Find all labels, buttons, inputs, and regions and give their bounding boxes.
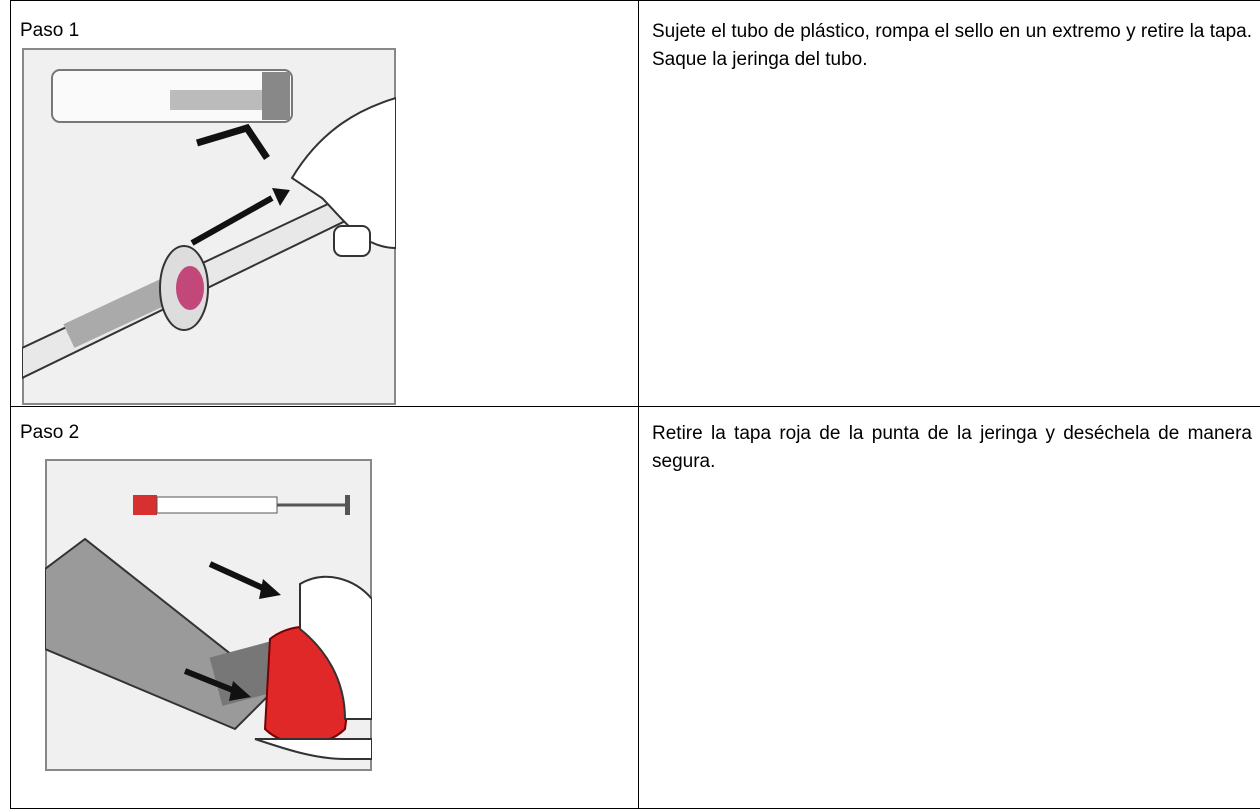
illustration <box>22 48 396 405</box>
table-border <box>10 406 1260 407</box>
table-border <box>10 0 11 809</box>
table-border <box>10 0 1260 1</box>
step-label: Paso 2 <box>20 422 80 443</box>
step-text: Retire la tapa roja de la punta de la je… <box>652 423 1252 472</box>
table-border <box>638 0 639 809</box>
step-label: Paso 1 <box>20 20 80 41</box>
illustration <box>45 459 372 771</box>
step-text: Sujete el tubo de plástico, rompa el sel… <box>652 21 1252 70</box>
